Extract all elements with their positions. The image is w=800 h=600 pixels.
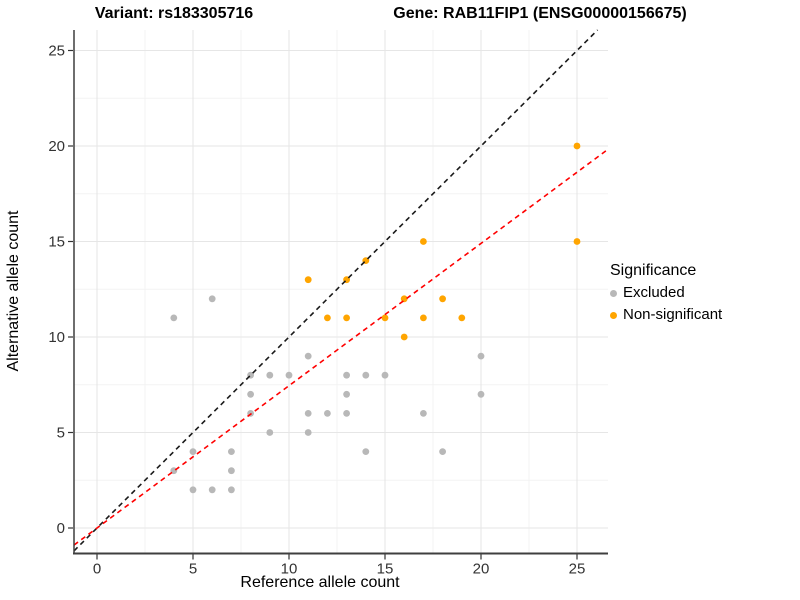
data-point-excluded (343, 371, 350, 379)
x-tick-label: 5 (189, 561, 197, 578)
data-point-excluded (266, 429, 274, 436)
y-tick-label: 20 (48, 138, 65, 155)
data-point-excluded (477, 390, 485, 398)
y-tick-label: 0 (57, 520, 65, 537)
data-point-non-significant (458, 314, 466, 322)
x-tick-label: 15 (377, 561, 394, 578)
x-axis-title: Reference allele count (240, 574, 400, 591)
data-point-excluded (362, 371, 370, 379)
data-point-excluded (228, 448, 235, 455)
data-point-non-significant (381, 314, 389, 322)
excluded-dot-icon (610, 289, 617, 297)
data-points (170, 142, 581, 494)
data-point-excluded (304, 410, 312, 417)
data-point-excluded (304, 352, 312, 360)
data-point-non-significant (439, 295, 446, 303)
data-point-excluded (381, 371, 389, 379)
data-point-excluded (266, 371, 274, 379)
y-tick-label: 5 (57, 425, 65, 442)
x-tick-label: 0 (93, 561, 101, 578)
y-tick-label: 15 (48, 234, 65, 251)
data-point-excluded (343, 390, 350, 398)
gridlines-minor (74, 30, 608, 554)
data-point-excluded (324, 410, 331, 417)
data-point-excluded (439, 448, 446, 455)
data-point-excluded (189, 486, 197, 494)
data-point-excluded (208, 295, 216, 303)
ratio-fit-line (73, 148, 609, 546)
identity-line (73, 29, 599, 552)
variant-title: Variant: rs183305716 (94, 5, 254, 22)
non-significant-dot-icon (610, 311, 617, 319)
data-point-non-significant (304, 276, 312, 284)
data-point-excluded (343, 410, 350, 417)
reference-lines (73, 29, 609, 552)
y-tick-label: 25 (48, 43, 65, 60)
data-point-excluded (189, 448, 197, 455)
data-point-excluded (228, 467, 235, 475)
axis-ticks (68, 49, 578, 560)
data-point-excluded (420, 410, 427, 417)
x-tick-label: 25 (569, 561, 586, 578)
data-point-non-significant (400, 295, 408, 303)
data-point-excluded (228, 486, 235, 494)
data-point-non-significant (573, 238, 581, 245)
data-point-excluded (208, 486, 216, 494)
data-point-excluded (170, 314, 178, 322)
legend: Significance Excluded Non-significant (610, 262, 722, 324)
data-point-excluded (285, 371, 293, 379)
axis-tick-labels: 0 5 10 15 20 25 0 5 10 15 20 25 (48, 43, 585, 578)
legend-item-label: Excluded (623, 284, 685, 301)
data-point-excluded (362, 448, 370, 455)
y-tick-label: 10 (48, 329, 65, 346)
data-point-non-significant (400, 333, 408, 341)
x-tick-label: 20 (473, 561, 490, 578)
data-point-non-significant (343, 314, 350, 322)
data-point-excluded (247, 390, 255, 398)
data-point-non-significant (420, 314, 427, 322)
gridlines-major (74, 30, 608, 554)
data-point-excluded (304, 429, 312, 436)
legend-item-excluded: Excluded (610, 284, 722, 302)
axes (73, 30, 608, 555)
x-tick-label: 10 (281, 561, 298, 578)
gene-title: Gene: RAB11FIP1 (ENSG00000156675) (393, 5, 687, 22)
legend-title: Significance (610, 262, 697, 279)
data-point-non-significant (420, 238, 427, 245)
data-point-excluded (477, 352, 485, 360)
data-point-non-significant (573, 142, 581, 150)
legend-item-label: Non-significant (623, 306, 723, 323)
legend-item-non-significant: Non-significant (610, 306, 722, 324)
data-point-non-significant (324, 314, 331, 322)
y-axis-title: Alternative allele count (5, 210, 22, 372)
